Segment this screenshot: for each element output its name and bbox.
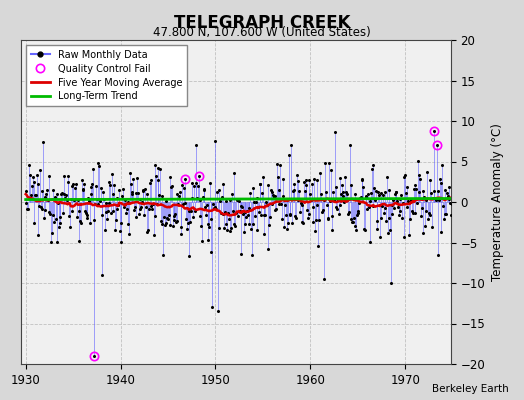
Text: 47.800 N, 107.600 W (United States): 47.800 N, 107.600 W (United States)	[153, 26, 371, 39]
Text: Berkeley Earth: Berkeley Earth	[432, 384, 508, 394]
Legend: Raw Monthly Data, Quality Control Fail, Five Year Moving Average, Long-Term Tren: Raw Monthly Data, Quality Control Fail, …	[26, 45, 187, 106]
Text: TELEGRAPH CREEK: TELEGRAPH CREEK	[174, 14, 350, 32]
Y-axis label: Temperature Anomaly (°C): Temperature Anomaly (°C)	[490, 123, 504, 281]
